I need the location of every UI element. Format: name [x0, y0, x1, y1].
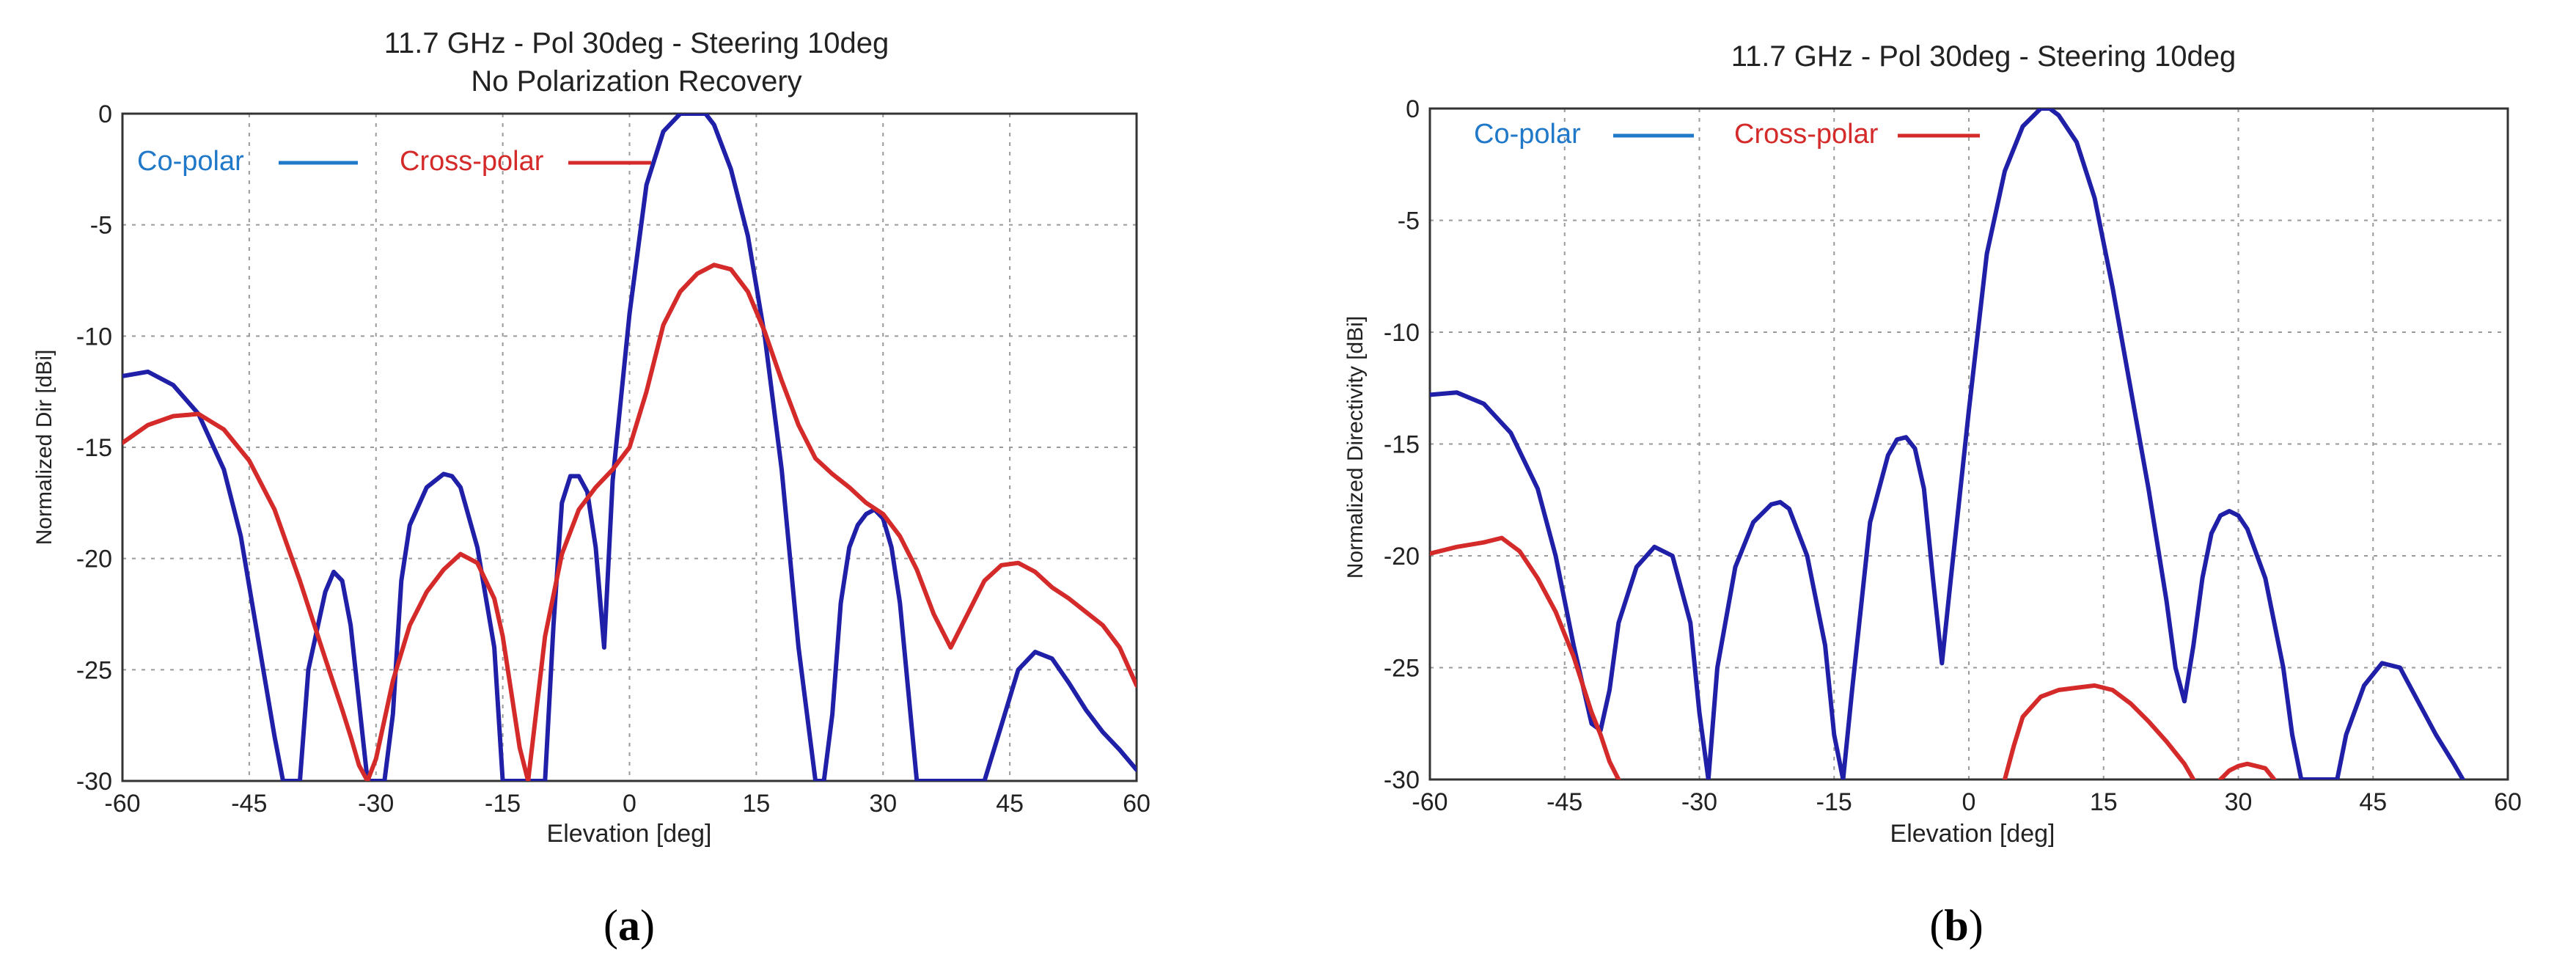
- y-tick-label: -25: [1384, 655, 1420, 683]
- x-tick-label: 30: [869, 790, 897, 818]
- x-tick-label: -15: [485, 790, 521, 818]
- x-tick-label: -60: [1412, 788, 1447, 816]
- y-tick-label: -10: [1384, 319, 1420, 347]
- cross-polar-line: [122, 263, 1137, 781]
- x-tick-label: 15: [2090, 788, 2118, 816]
- chart-panel-b: 11.7 GHz - Pol 30deg - Steering 10deg -6…: [1343, 40, 2522, 950]
- legend-label-co-polar: Co-polar: [1474, 119, 1581, 150]
- chart-title: 11.7 GHz - Pol 30deg - Steering 10deg: [1731, 40, 2236, 73]
- chart-title: 11.7 GHz - Pol 30deg - Steering 10deg: [384, 27, 889, 59]
- cross-polar-line: [2003, 683, 2196, 779]
- y-tick-label: -15: [76, 434, 112, 462]
- y-tick-label: -20: [1384, 543, 1420, 570]
- axis-ticks: -60 -45 -30 -15 0 15 30 45 60 0 -5 -10 -15 -20 -25 -30: [76, 100, 1151, 818]
- x-tick-label: 0: [623, 790, 636, 818]
- y-tick-label: -15: [1384, 431, 1420, 459]
- x-tick-label: -15: [1816, 788, 1852, 816]
- legend: Co-polar Cross-polar: [137, 146, 651, 177]
- x-tick-label: 45: [2359, 788, 2387, 816]
- x-tick-label: -30: [358, 790, 394, 818]
- y-tick-label: 0: [98, 100, 112, 128]
- y-tick-label: 0: [1406, 95, 1420, 123]
- panel-caption: (a): [603, 901, 655, 950]
- y-tick-label: -5: [1398, 208, 1420, 235]
- y-tick-label: -20: [76, 546, 112, 573]
- y-axis-label: Normalized Directivity [dBi]: [1343, 316, 1368, 579]
- y-tick-label: -25: [76, 656, 112, 684]
- legend-label-cross-polar: Cross-polar: [1734, 119, 1879, 150]
- series: [122, 114, 1137, 781]
- x-tick-label: 60: [2494, 788, 2522, 816]
- x-axis-label: Elevation [deg]: [547, 820, 712, 848]
- co-polar-line: [1430, 109, 2465, 779]
- y-tick-label: -10: [76, 323, 112, 351]
- series: [1430, 109, 2465, 779]
- x-tick-label: 60: [1123, 790, 1151, 818]
- x-tick-label: 15: [742, 790, 770, 818]
- legend: Co-polar Cross-polar: [1474, 119, 1980, 150]
- x-tick-label: 0: [1962, 788, 1976, 816]
- legend-label-cross-polar: Cross-polar: [400, 146, 544, 177]
- x-tick-label: 45: [996, 790, 1024, 818]
- x-axis-label: Elevation [deg]: [1890, 820, 2055, 848]
- grid: [1430, 109, 2508, 779]
- co-polar-line: [122, 114, 1137, 781]
- x-tick-label: -45: [231, 790, 267, 818]
- legend-label-co-polar: Co-polar: [137, 146, 244, 177]
- x-tick-label: -60: [104, 790, 140, 818]
- panel-caption: (b): [1929, 901, 1983, 950]
- x-tick-label: -30: [1681, 788, 1717, 816]
- y-tick-label: -30: [1384, 766, 1420, 794]
- y-tick-label: -30: [76, 768, 112, 796]
- y-tick-label: -5: [90, 212, 112, 240]
- y-axis-label: Normalized Dir [dBi]: [32, 350, 56, 546]
- plot-frame: [1428, 107, 2509, 781]
- x-tick-label: -45: [1546, 788, 1582, 816]
- chart-panel-a: 11.7 GHz - Pol 30deg - Steering 10deg No…: [32, 27, 1151, 950]
- x-tick-label: 30: [2225, 788, 2253, 816]
- cross-polar-line: [1430, 535, 1621, 779]
- plot-frame: [121, 112, 1138, 782]
- chart-subtitle: No Polarization Recovery: [471, 65, 801, 98]
- axis-ticks: -60 -45 -30 -15 0 15 30 45 60 0 -5 -10 -15 -20 -25 -30: [1384, 95, 2522, 816]
- cross-polar-line: [2218, 761, 2277, 779]
